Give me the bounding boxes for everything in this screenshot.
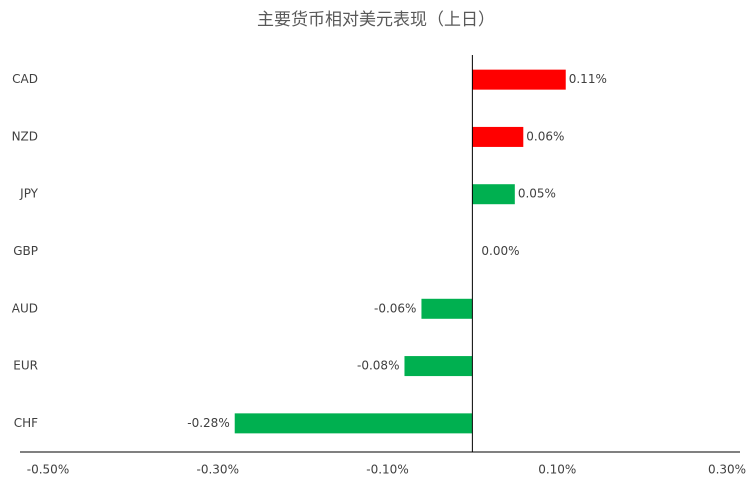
x-tick-label: -0.10% <box>366 463 408 477</box>
value-label: -0.28% <box>187 416 229 430</box>
bar <box>421 298 473 319</box>
bar <box>234 413 473 434</box>
y-tick-label: GBP <box>13 244 38 258</box>
x-tick-label: -0.50% <box>27 463 69 477</box>
value-label: -0.06% <box>374 301 416 315</box>
bar <box>472 126 524 147</box>
y-tick-label: NZD <box>12 129 38 143</box>
x-tick-label: 0.30% <box>708 463 746 477</box>
x-tick-label: -0.30% <box>197 463 239 477</box>
value-label: 0.00% <box>481 244 519 258</box>
value-label: 0.06% <box>526 129 564 143</box>
x-tick-label: 0.10% <box>538 463 576 477</box>
value-label: -0.08% <box>357 359 399 373</box>
bar <box>472 69 566 90</box>
y-tick-label: CHF <box>14 416 38 430</box>
bar <box>472 184 515 205</box>
chart-title: 主要货币相对美元表现（上日） <box>257 10 495 30</box>
y-tick-label: CAD <box>12 72 38 86</box>
bar <box>404 356 473 377</box>
value-label: 0.05% <box>518 187 556 201</box>
y-tick-label: EUR <box>13 359 38 373</box>
y-tick-label: JPY <box>19 187 39 201</box>
y-tick-label: AUD <box>12 301 38 315</box>
value-label: 0.11% <box>569 72 607 86</box>
